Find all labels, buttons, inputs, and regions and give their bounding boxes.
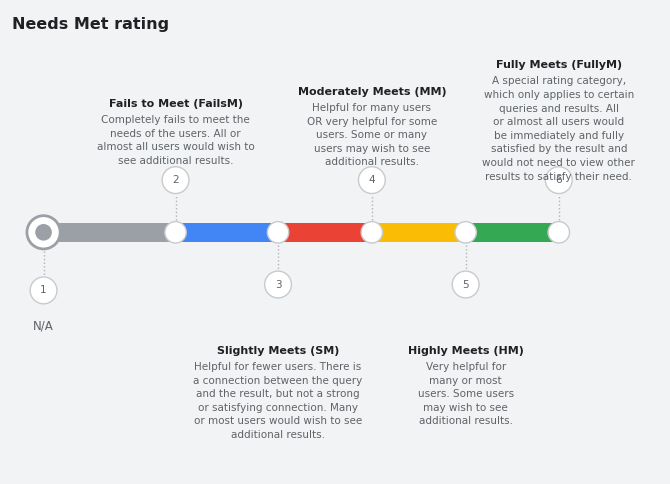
Text: 3: 3 (275, 280, 281, 289)
Text: Highly Meets (HM): Highly Meets (HM) (408, 346, 523, 356)
Text: Fails to Meet (FailsM): Fails to Meet (FailsM) (109, 99, 243, 109)
Ellipse shape (267, 222, 289, 243)
Bar (171, 223, 180, 242)
Ellipse shape (162, 166, 189, 194)
Ellipse shape (358, 166, 385, 194)
Ellipse shape (27, 216, 60, 249)
Bar (367, 223, 377, 242)
Bar (555, 223, 563, 242)
Ellipse shape (548, 222, 570, 243)
Text: 4: 4 (369, 175, 375, 185)
Ellipse shape (455, 222, 476, 243)
Text: 6: 6 (555, 175, 562, 185)
Ellipse shape (265, 271, 291, 298)
Text: 1: 1 (40, 286, 47, 295)
Text: Fully Meets (FullyM): Fully Meets (FullyM) (496, 60, 622, 71)
Text: 5: 5 (462, 280, 469, 289)
Text: A special rating category,
which only applies to certain
queries and results. Al: A special rating category, which only ap… (482, 76, 635, 182)
Text: Moderately Meets (MM): Moderately Meets (MM) (297, 87, 446, 97)
Bar (469, 223, 555, 242)
Ellipse shape (452, 271, 479, 298)
Ellipse shape (545, 166, 572, 194)
Text: Helpful for fewer users. There is
a connection between the query
and the result,: Helpful for fewer users. There is a conn… (194, 362, 362, 440)
Text: Needs Met rating: Needs Met rating (12, 17, 170, 32)
Text: Very helpful for
many or most
users. Some users
may wish to see
additional resul: Very helpful for many or most users. Som… (417, 362, 514, 426)
Text: N/A: N/A (34, 320, 54, 333)
Ellipse shape (165, 222, 186, 243)
Bar (273, 223, 283, 242)
Text: Helpful for many users
OR very helpful for some
users. Some or many
users may wi: Helpful for many users OR very helpful f… (307, 103, 437, 167)
Bar (377, 223, 461, 242)
Bar (47, 223, 171, 242)
Bar (283, 223, 367, 242)
Bar (461, 223, 469, 242)
Ellipse shape (361, 222, 383, 243)
Ellipse shape (30, 277, 57, 304)
Text: 2: 2 (172, 175, 179, 185)
Ellipse shape (36, 224, 52, 241)
Bar (180, 223, 273, 242)
Text: Slightly Meets (SM): Slightly Meets (SM) (217, 346, 339, 356)
Text: Completely fails to meet the
needs of the users. All or
almost all users would w: Completely fails to meet the needs of th… (96, 115, 255, 166)
